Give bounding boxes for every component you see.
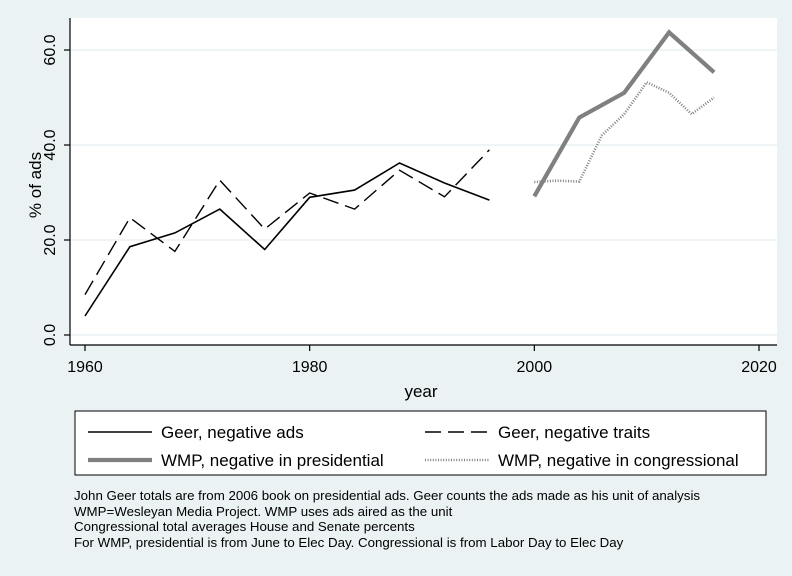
grid	[70, 49, 777, 336]
plot-area	[70, 18, 777, 345]
legend-box	[74, 410, 767, 476]
legend-label: WMP, negative in congressional	[498, 451, 739, 470]
x-tick-label: 1960	[67, 359, 103, 376]
series-line-2	[532, 29, 716, 198]
x-tick-label: 2000	[517, 359, 553, 376]
x-axis-title: year	[404, 382, 437, 401]
axis-ticks: 0.0 20.0 40.0 60.0 1960 1980 2000 2020	[42, 34, 777, 376]
y-tick-label: 60.0	[42, 34, 59, 65]
y-tick-label: 40.0	[42, 129, 59, 160]
note-line: John Geer totals are from 2006 book on p…	[74, 488, 701, 503]
series-line-1	[84, 149, 490, 295]
legend: Geer, negative ads Geer, negative traits W…	[88, 423, 739, 470]
legend-label: Geer, negative traits	[498, 423, 650, 442]
legend-label: Geer, negative ads	[161, 423, 304, 442]
x-tick-label: 1980	[292, 359, 328, 376]
note-line: Congressional total averages House and S…	[74, 519, 415, 534]
y-tick-label: 20.0	[42, 224, 59, 255]
series-line-0	[84, 162, 490, 317]
chart-notes: John Geer totals are from 2006 book on p…	[74, 488, 700, 550]
note-line: WMP=Wesleyan Media Project. WMP uses ads…	[74, 503, 453, 519]
series-lines	[84, 29, 716, 317]
y-tick-label: 0.0	[42, 324, 59, 346]
y-axis-title: % of ads	[26, 152, 45, 218]
x-tick-label: 2020	[741, 359, 777, 376]
legend-label: WMP, negative in presidential	[161, 451, 384, 470]
note-line: For WMP, presidential is from June to El…	[74, 534, 624, 550]
